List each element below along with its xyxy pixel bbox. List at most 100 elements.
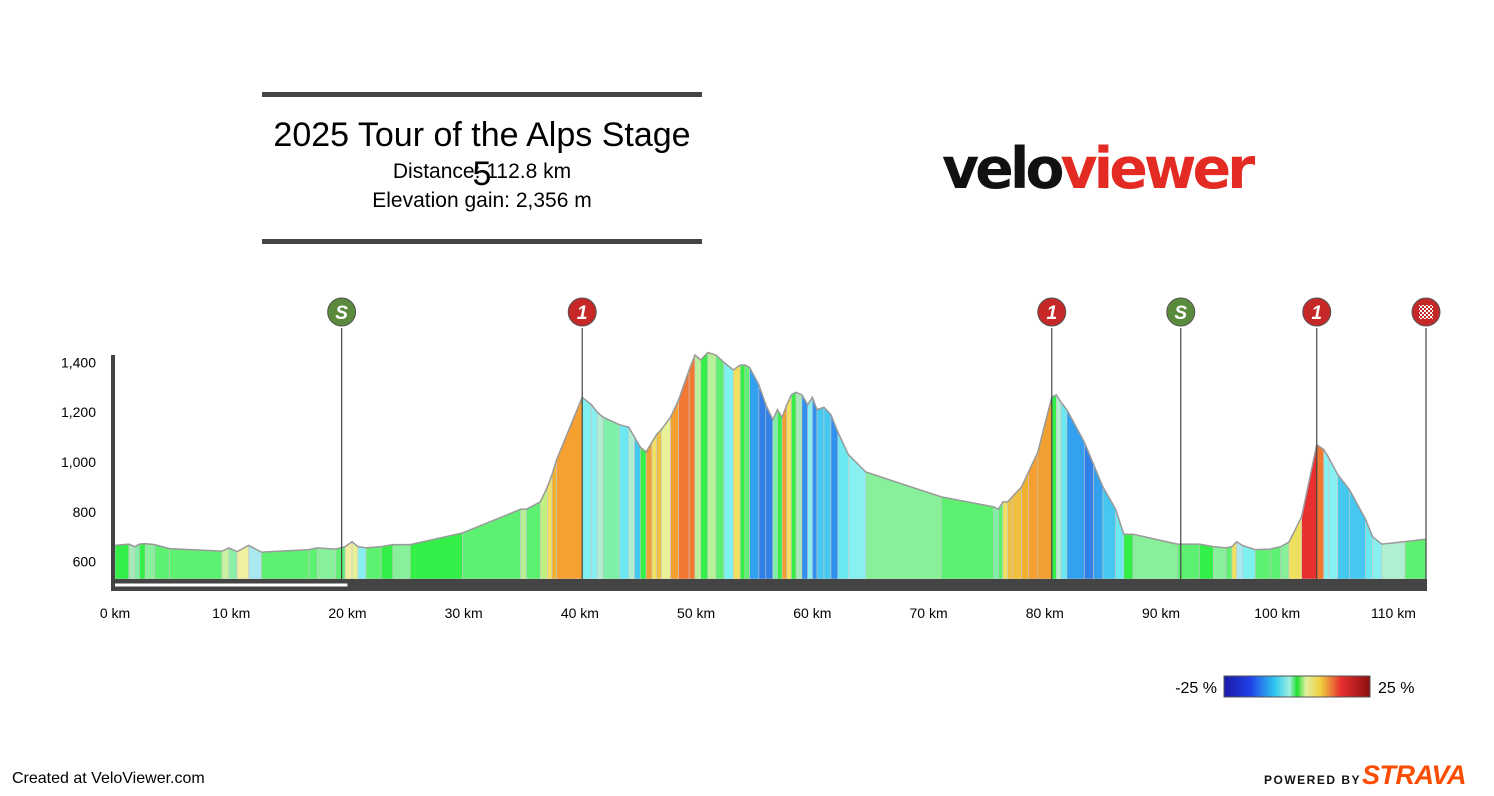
profile-segment: [169, 548, 223, 580]
x-tick-label: 110 km: [1371, 605, 1416, 621]
profile-segment: [134, 543, 140, 580]
powered-by-label: POWERED BY: [1264, 773, 1362, 787]
profile-segment: [1328, 456, 1338, 580]
profile-segment: [997, 500, 1004, 580]
title-bottom-rule: [262, 239, 702, 244]
profile-segment: [351, 541, 359, 580]
profile-segment: [1280, 541, 1290, 580]
profile-segment: [694, 354, 702, 580]
profile-segment: [1404, 538, 1427, 580]
y-tick-label: 600: [73, 554, 97, 570]
profile-segment: [786, 394, 792, 580]
profile-segment: [591, 403, 598, 580]
profile-segment: [1225, 546, 1233, 580]
climb-sprint-markers: S 1 1 S 1: [327, 297, 1441, 327]
km-stripes: [115, 583, 348, 587]
profile-segment: [1051, 394, 1057, 580]
profile-segment: [733, 364, 741, 580]
profile-segment: [700, 351, 709, 580]
kom-marker-label: 1: [1046, 303, 1057, 324]
profile-segment: [739, 364, 746, 580]
profile-segment: [807, 396, 813, 580]
x-tick-labels: 0 km 10 km 20 km 30 km 40 km 50 km 60 km 70 km 8…: [100, 605, 1416, 621]
y-axis-line: [111, 355, 115, 591]
profile-segment: [723, 361, 734, 580]
km-stripe: [231, 583, 348, 587]
profile-segment: [551, 459, 557, 580]
created-at-link[interactable]: Created at VeloViewer.com: [12, 770, 205, 787]
x-axis-bar: [111, 579, 1427, 591]
profile-segment: [1254, 548, 1271, 580]
profile-segment: [848, 453, 867, 580]
finish-marker: [1411, 297, 1441, 327]
kom-marker-circle: [1302, 297, 1332, 327]
gradient-legend-bar: [1223, 675, 1371, 698]
profile-segment: [758, 384, 767, 580]
legend-max-label: 25 %: [1378, 680, 1414, 697]
x-tick-label: 30 km: [445, 605, 483, 621]
sprint-marker: S: [327, 297, 357, 327]
profile-segment: [941, 496, 994, 580]
profile-segment: [1301, 444, 1318, 580]
profile-outline: [114, 351, 1427, 553]
profile-segment: [1123, 533, 1134, 580]
profile-segment: [316, 547, 337, 580]
profile-segment: [128, 543, 136, 580]
y-tick-label: 800: [73, 504, 97, 520]
x-tick-label: 10 km: [212, 605, 250, 621]
profile-segment: [462, 508, 521, 580]
profile-segment: [1269, 546, 1282, 580]
profile-segment: [1007, 496, 1013, 580]
kom-marker-circle: [1037, 297, 1067, 327]
sprint-marker-circle: [1166, 297, 1196, 327]
x-tick-label: 80 km: [1026, 605, 1064, 621]
profile-segment: [865, 471, 942, 580]
profile-segment: [777, 408, 783, 580]
sprint-marker-circle: [327, 297, 357, 327]
y-tick-label: 1,200: [61, 404, 96, 420]
profile-segment: [715, 354, 725, 580]
profile-segment: [1323, 448, 1329, 580]
y-tick-label: 1,400: [61, 354, 96, 370]
profile-segment: [547, 474, 553, 580]
x-tick-label: 20 km: [328, 605, 366, 621]
profile-segment: [660, 416, 671, 580]
gradient-legend: -25 % 25 %: [1175, 675, 1414, 698]
marker-lines: [341, 328, 1427, 579]
profile-segment: [678, 369, 690, 580]
finish-flag-icon: [1419, 305, 1433, 319]
profile-segment: [556, 397, 583, 580]
profile-segment: [221, 547, 230, 580]
sprint-marker: S: [1166, 297, 1196, 327]
profile-segment: [749, 367, 760, 580]
profile-segment: [795, 391, 803, 580]
profile-segment: [154, 544, 170, 580]
profile-segment: [812, 397, 818, 580]
profile-segment: [645, 441, 653, 580]
profile-segment: [1002, 501, 1008, 580]
x-tick-label: 100 km: [1254, 605, 1300, 621]
profile-segment: [640, 446, 647, 580]
profile-segment: [365, 546, 382, 580]
profile-segment: [228, 547, 238, 580]
profile-segment: [602, 416, 620, 580]
kom-marker: 1: [1302, 297, 1332, 327]
logo-velo: velo: [942, 136, 1064, 202]
profile-segment: [1236, 541, 1243, 580]
profile-segment: [409, 532, 463, 580]
profile-segment: [688, 354, 696, 580]
profile-segment: [651, 433, 657, 580]
kom-marker: 1: [567, 297, 597, 327]
profile-segment: [707, 352, 717, 580]
logo-viewer: viewer: [1060, 136, 1256, 202]
legend-min-label: -25 %: [1175, 680, 1217, 697]
kom-marker-circle: [567, 297, 597, 327]
y-tick-labels: 600 800 1,000 1,200 1,400: [61, 354, 96, 569]
profile-segment: [1021, 471, 1029, 580]
profile-segment: [816, 406, 825, 580]
profile-segment: [139, 543, 146, 580]
kom-marker: 1: [1037, 297, 1067, 327]
profile-segment: [1056, 393, 1062, 580]
profile-segment: [1381, 541, 1406, 580]
